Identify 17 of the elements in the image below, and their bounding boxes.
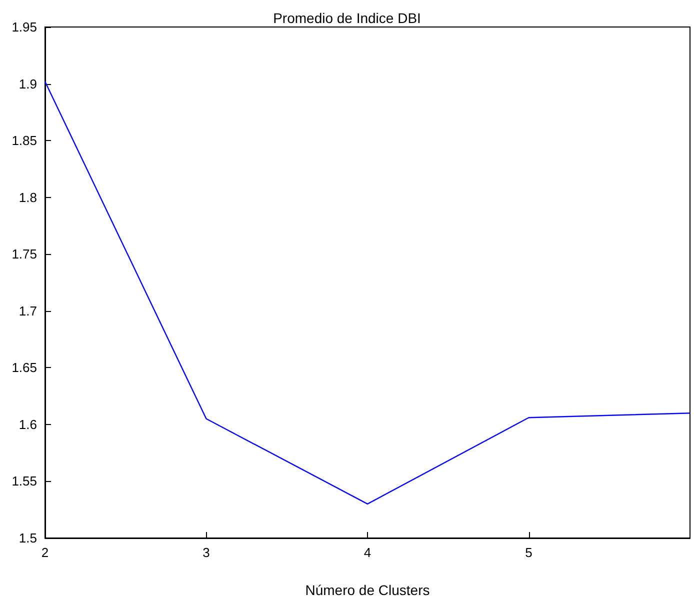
- x-tick-label: 5: [525, 545, 532, 560]
- y-tick-label: 1.9: [18, 76, 37, 92]
- x-tick-label: 3: [202, 545, 210, 560]
- y-tick-label: 1.85: [12, 133, 37, 148]
- line-series: [44, 80, 691, 505]
- y-tick-label: 1.5: [18, 530, 37, 546]
- y-tick-label: 1.95: [12, 20, 37, 34]
- y-tick-label: 1.8: [18, 190, 37, 205]
- chart-title: Promedio de Indice DBI: [273, 10, 421, 26]
- y-tick-label: 1.6: [18, 416, 37, 432]
- x-tick-label: 2: [41, 545, 49, 560]
- y-tick-label: 1.65: [12, 360, 37, 376]
- y-tick-label: 1.75: [12, 246, 37, 262]
- x-tick-label: 4: [364, 545, 372, 560]
- y-tick-label: 1.7: [18, 303, 37, 318]
- y-tick-label: 1.55: [12, 474, 37, 489]
- x-axis-title: Número de Clusters: [305, 582, 430, 598]
